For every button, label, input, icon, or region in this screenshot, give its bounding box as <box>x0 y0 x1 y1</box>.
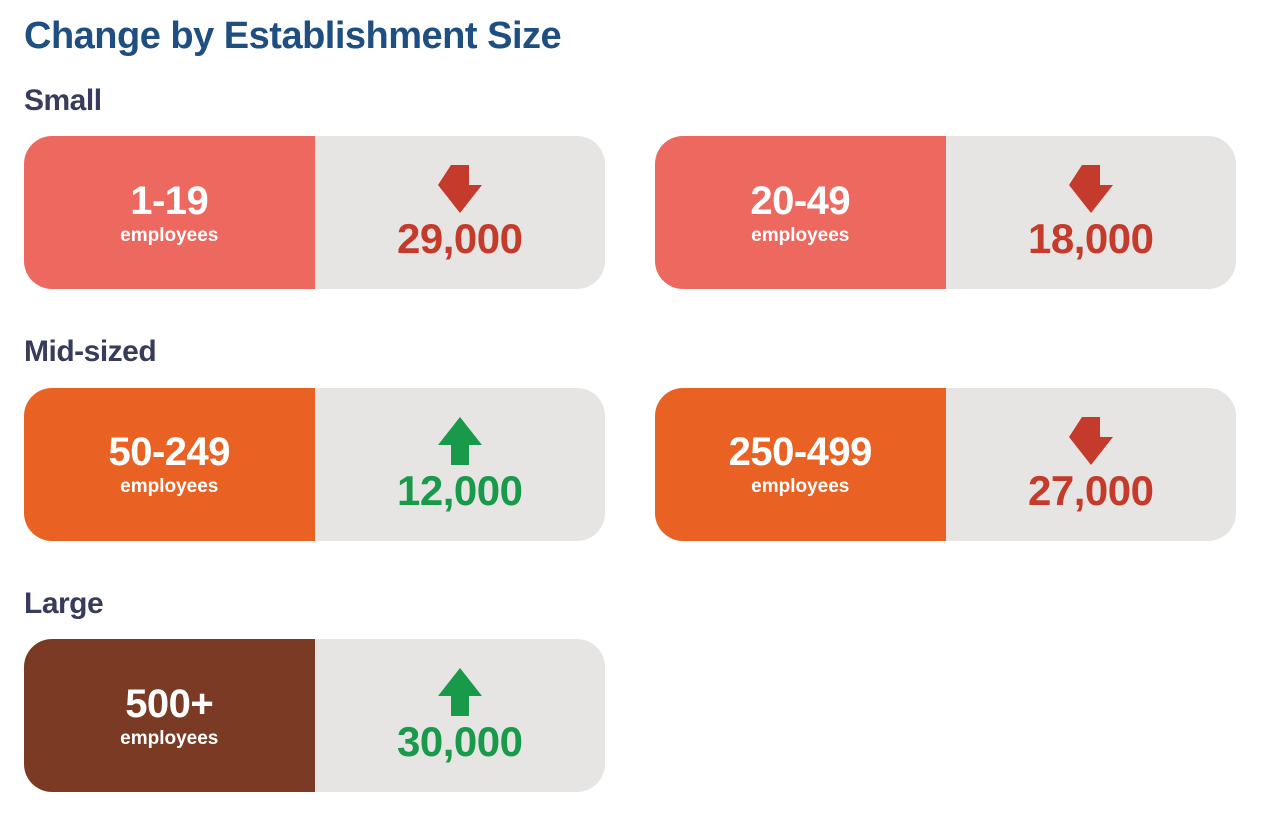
card-label-50-249: 50-249 employees <box>24 387 315 541</box>
change-value: 27,000 <box>1028 466 1154 514</box>
range-label: 20-49 <box>750 178 851 223</box>
card-label-1-19: 1-19 employees <box>24 136 315 290</box>
range-label: 1-19 <box>130 178 209 223</box>
change-value: 30,000 <box>397 718 523 766</box>
card-label-500-plus: 500+ employees <box>24 639 315 793</box>
employees-label: employees <box>120 727 219 749</box>
range-label: 250-499 <box>728 430 873 475</box>
employees-label: employees <box>751 224 850 246</box>
page-title: Change by Establishment Size <box>24 15 562 57</box>
card-value-panel: 29,000 <box>314 136 605 290</box>
card-1-19: 1-19 employees 29,000 <box>24 136 605 290</box>
card-value-panel: 12,000 <box>314 387 605 541</box>
card-label-250-499: 250-499 employees <box>655 387 946 541</box>
card-500-plus: 500+ employees 30,000 <box>24 639 605 793</box>
card-250-499: 250-499 employees 27,000 <box>655 387 1236 541</box>
down-arrow-icon <box>1068 165 1113 214</box>
employees-label: employees <box>120 224 219 246</box>
section-heading-mid-sized: Mid-sized <box>24 335 157 369</box>
up-arrow-icon <box>437 668 482 717</box>
card-20-49: 20-49 employees 18,000 <box>655 136 1236 290</box>
change-value: 12,000 <box>397 466 523 514</box>
employees-label: employees <box>120 476 219 498</box>
cards-row-mid-sized: 50-249 employees 12,000 250-499 employee… <box>24 387 1256 541</box>
card-value-panel: 30,000 <box>314 639 605 793</box>
card-value-panel: 18,000 <box>945 136 1236 290</box>
cards-row-small: 1-19 employees 29,000 20-49 employees 18… <box>24 136 1256 290</box>
employees-label: employees <box>751 476 850 498</box>
change-value: 29,000 <box>397 215 523 263</box>
card-50-249: 50-249 employees 12,000 <box>24 387 605 541</box>
down-arrow-icon <box>437 165 482 214</box>
range-label: 50-249 <box>108 430 231 475</box>
range-label: 500+ <box>125 681 214 726</box>
cards-row-large: 500+ employees 30,000 <box>24 639 1256 793</box>
card-value-panel: 27,000 <box>945 387 1236 541</box>
section-heading-large: Large <box>24 586 104 620</box>
change-value: 18,000 <box>1028 215 1154 263</box>
down-arrow-icon <box>1068 416 1113 465</box>
card-label-20-49: 20-49 employees <box>655 136 946 290</box>
up-arrow-icon <box>437 416 482 465</box>
section-heading-small: Small <box>24 83 102 117</box>
